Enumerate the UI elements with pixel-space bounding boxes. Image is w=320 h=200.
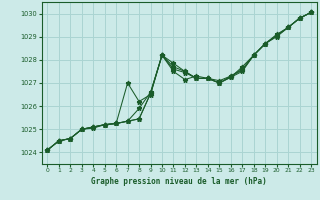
X-axis label: Graphe pression niveau de la mer (hPa): Graphe pression niveau de la mer (hPa) xyxy=(91,177,267,186)
